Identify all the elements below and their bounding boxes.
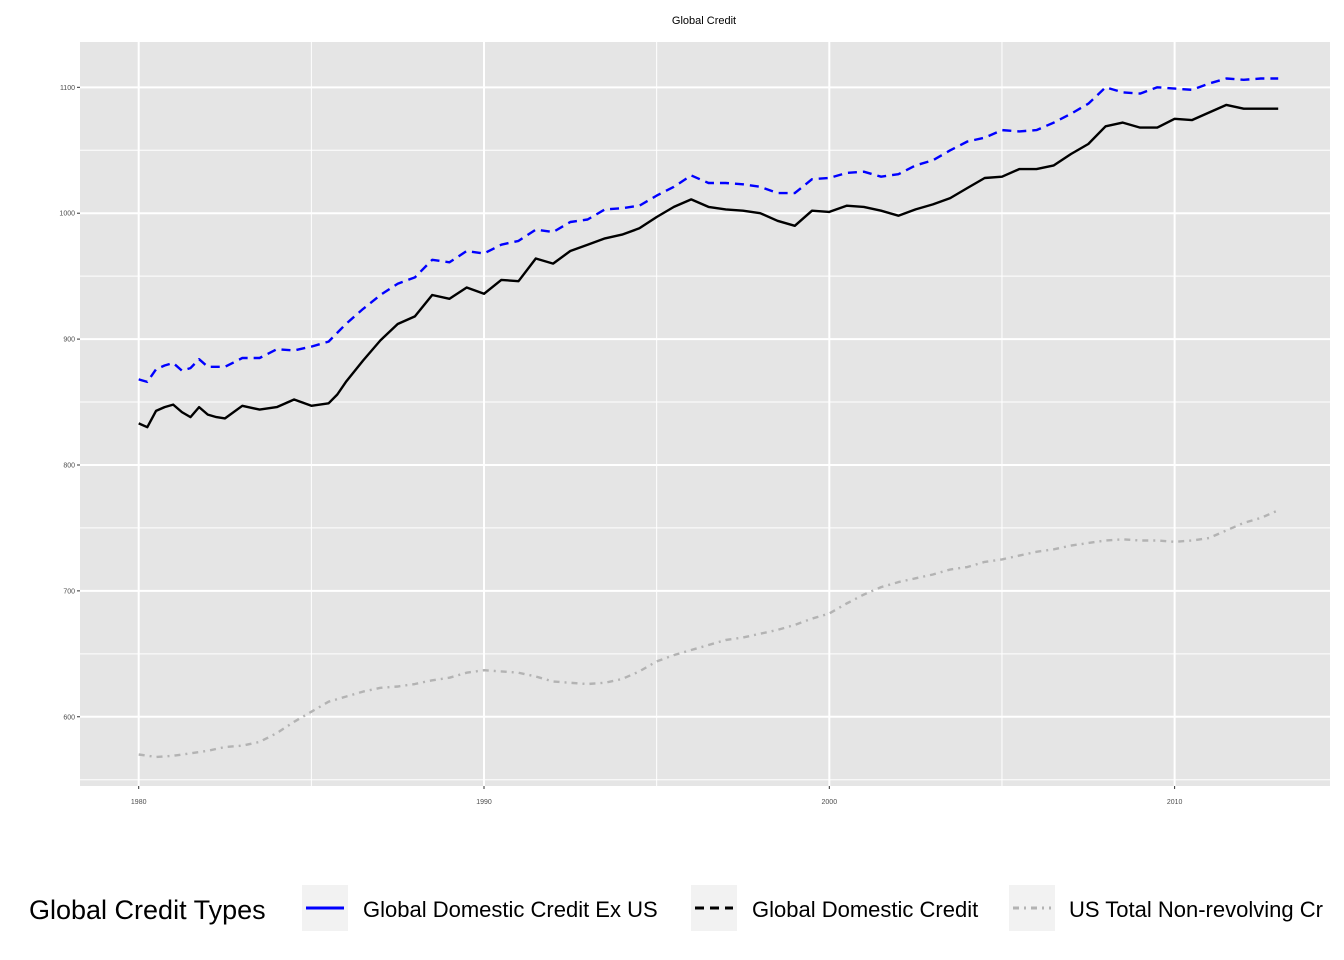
legend-item-series-0: Global Domestic Credit Ex US: [302, 885, 658, 931]
series-line-1: [138, 103, 1279, 429]
x-tick-label-2: 2000: [822, 799, 838, 806]
legend-label-series-2: US Total Non-revolving Cr: [1069, 897, 1323, 922]
series-line-2: [138, 509, 1279, 759]
major-gridlines: [80, 42, 1330, 786]
x-tick-label-3: 2010: [1167, 799, 1183, 806]
y-tick-label-1: 700: [63, 588, 75, 595]
legend-item-series-2: US Total Non-revolving Cr: [1009, 885, 1323, 931]
x-axis: 1980 1990 2000 2010: [131, 786, 1183, 806]
legend-title: Global Credit Types: [29, 895, 266, 925]
legend: Global Credit Types Global Domestic Cred…: [29, 885, 1323, 931]
plot-panel: [80, 42, 1330, 786]
legend-label-series-0: Global Domestic Credit Ex US: [363, 897, 658, 922]
y-axis: 600 700 800 900 1000 1100: [59, 85, 80, 721]
y-tick-label-0: 600: [63, 714, 75, 721]
chart-title: Global Credit: [672, 15, 736, 27]
y-tick-label-5: 1100: [60, 85, 75, 92]
legend-item-series-1: Global Domestic Credit: [691, 885, 978, 931]
y-tick-label-4: 1000: [59, 211, 75, 218]
x-tick-label-1: 1990: [476, 799, 492, 806]
legend-label-series-1: Global Domestic Credit: [752, 897, 978, 922]
y-tick-label-2: 800: [63, 462, 75, 469]
series-line-0: [138, 77, 1279, 384]
series-lines: [138, 77, 1279, 759]
y-tick-label-3: 900: [63, 337, 75, 344]
x-tick-label-0: 1980: [131, 799, 147, 806]
